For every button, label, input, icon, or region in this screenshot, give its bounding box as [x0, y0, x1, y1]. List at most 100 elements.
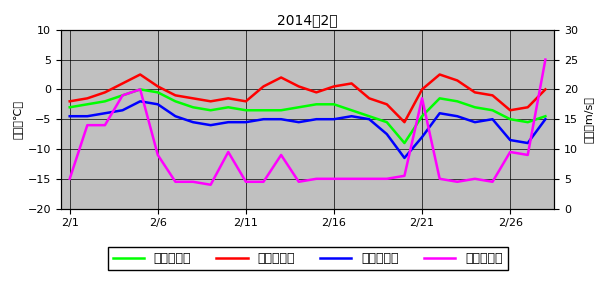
日最高気温: [507, 108, 514, 112]
Y-axis label: 風速（m/s）: 風速（m/s）: [583, 96, 594, 143]
日平均気温: [489, 108, 496, 112]
日平均気温: [507, 117, 514, 121]
日平均風速: [260, 180, 267, 184]
日最高気温: [119, 82, 126, 85]
Title: 2014年2月: 2014年2月: [277, 13, 338, 27]
日最高気温: [348, 82, 355, 85]
日平均風速: [83, 123, 91, 127]
日最低気温: [66, 114, 73, 118]
日最低気温: [83, 114, 91, 118]
日最高気温: [312, 91, 320, 94]
日平均風速: [489, 180, 496, 184]
日最高気温: [418, 88, 426, 91]
日平均風速: [348, 177, 355, 181]
Line: 日平均風速: 日平均風速: [69, 60, 546, 185]
日平均風速: [225, 150, 232, 154]
日最低気温: [365, 117, 373, 121]
日平均風速: [383, 177, 390, 181]
日平均風速: [507, 150, 514, 154]
日平均風速: [542, 58, 549, 61]
日最高気温: [471, 91, 479, 94]
日最低気温: [330, 117, 337, 121]
Line: 日最高気温: 日最高気温: [69, 74, 546, 122]
日最低気温: [295, 120, 303, 124]
日最高気温: [542, 88, 549, 91]
日最低気温: [189, 120, 197, 124]
日最低気温: [348, 114, 355, 118]
日平均気温: [189, 105, 197, 109]
日最低気温: [524, 141, 532, 145]
日最低気温: [154, 103, 161, 106]
日平均気温: [207, 108, 214, 112]
日最高気温: [225, 97, 232, 100]
日最高気温: [154, 85, 161, 88]
日最低気温: [225, 120, 232, 124]
日平均気温: [454, 100, 461, 103]
日最低気温: [312, 117, 320, 121]
日平均風速: [524, 153, 532, 157]
日平均風速: [207, 183, 214, 187]
日最高気温: [83, 97, 91, 100]
日平均気温: [101, 100, 108, 103]
日平均風速: [278, 153, 285, 157]
日最低気温: [418, 135, 426, 139]
日最低気温: [489, 117, 496, 121]
日最低気温: [454, 114, 461, 118]
日最高気温: [383, 103, 390, 106]
日最低気温: [507, 138, 514, 142]
日最低気温: [401, 156, 408, 160]
Legend: 日平均気温, 日最高気温, 日最低気温, 日平均風速: 日平均気温, 日最高気温, 日最低気温, 日平均風速: [108, 247, 507, 270]
日最高気温: [524, 105, 532, 109]
日最低気温: [542, 117, 549, 121]
日平均気温: [330, 103, 337, 106]
日最低気温: [172, 114, 179, 118]
日平均気温: [278, 108, 285, 112]
Y-axis label: 気温（℃）: 気温（℃）: [12, 100, 22, 139]
日最低気温: [471, 120, 479, 124]
日平均風速: [242, 180, 250, 184]
日平均風速: [365, 177, 373, 181]
日最高気温: [66, 100, 73, 103]
日平均風速: [101, 123, 108, 127]
日平均風速: [454, 180, 461, 184]
日平均気温: [83, 103, 91, 106]
日平均風速: [418, 97, 426, 100]
日平均風速: [66, 177, 73, 181]
日最低気温: [119, 108, 126, 112]
日平均風速: [330, 177, 337, 181]
日平均風速: [312, 177, 320, 181]
日平均気温: [436, 97, 443, 100]
日最低気温: [383, 132, 390, 136]
Line: 日最低気温: 日最低気温: [69, 101, 546, 158]
日平均風速: [436, 177, 443, 181]
日平均気温: [348, 108, 355, 112]
日最高気温: [136, 73, 144, 76]
日最高気温: [489, 94, 496, 97]
日最高気温: [172, 94, 179, 97]
日平均風速: [154, 153, 161, 157]
日平均気温: [295, 105, 303, 109]
日最高気温: [401, 120, 408, 124]
日平均気温: [242, 108, 250, 112]
日最高気温: [330, 85, 337, 88]
日最低気温: [436, 111, 443, 115]
日最低気温: [136, 100, 144, 103]
日平均気温: [471, 105, 479, 109]
日平均気温: [119, 94, 126, 97]
日平均気温: [542, 114, 549, 118]
日平均風速: [189, 180, 197, 184]
日最高気温: [365, 97, 373, 100]
Line: 日平均気温: 日平均気温: [69, 89, 546, 143]
日最高気温: [189, 97, 197, 100]
日平均風速: [401, 174, 408, 178]
日平均気温: [225, 105, 232, 109]
日平均風速: [119, 94, 126, 97]
日最低気温: [242, 120, 250, 124]
日平均気温: [312, 103, 320, 106]
日平均気温: [401, 141, 408, 145]
日平均風速: [136, 88, 144, 91]
日最高気温: [454, 79, 461, 82]
日最高気温: [295, 85, 303, 88]
日最低気温: [101, 111, 108, 115]
日平均気温: [66, 105, 73, 109]
